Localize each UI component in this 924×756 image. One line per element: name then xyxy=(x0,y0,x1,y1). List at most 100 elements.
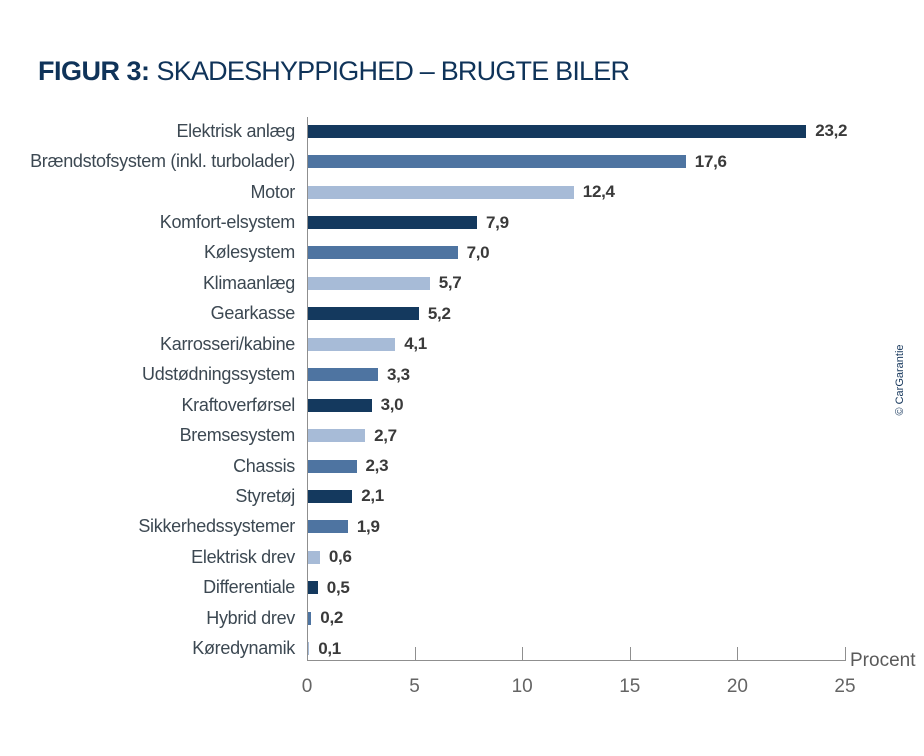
axis-tick xyxy=(522,647,524,660)
bar-track: 7,9 xyxy=(307,207,924,237)
axis-tick xyxy=(414,647,416,660)
bar-row: Bremsesystem 2,7 xyxy=(0,420,924,450)
bar-track: 4,1 xyxy=(307,329,924,359)
category-label: Kraftoverførsel xyxy=(181,394,295,415)
bar-track: 17,6 xyxy=(307,146,924,176)
bar xyxy=(307,581,318,595)
bar-track: 5,7 xyxy=(307,268,924,298)
category-label: Sikkerhedssystemer xyxy=(138,516,295,537)
category-label: Gearkasse xyxy=(210,303,296,324)
category-label: Motor xyxy=(250,181,295,202)
y-axis-line xyxy=(307,117,308,661)
bar xyxy=(307,246,458,260)
figure-title: FIGUR 3: SKADESHYPPIGHED – BRUGTE BILER xyxy=(38,55,630,87)
bar-row: Karrosseri/kabine 4,1 xyxy=(0,329,924,359)
bar-row: Kølesystem 7,0 xyxy=(0,238,924,268)
category-label: Bremsesystem xyxy=(179,425,296,446)
bar xyxy=(307,124,807,138)
bar-row: Motor 12,4 xyxy=(0,177,924,207)
bar-row: Sikkerhedssystemer 1,9 xyxy=(0,512,924,542)
value-label: 1,9 xyxy=(356,516,380,536)
bar-row: Elektrisk drev 0,6 xyxy=(0,542,924,572)
axis-tick-label: 25 xyxy=(834,676,856,697)
bar-track: 3,3 xyxy=(307,360,924,390)
value-label: 0,2 xyxy=(320,608,344,628)
value-label: 3,3 xyxy=(387,364,410,384)
bar xyxy=(307,307,419,321)
axis-tick xyxy=(629,647,631,660)
value-label: 2,3 xyxy=(365,456,389,476)
bar xyxy=(307,185,574,199)
bar xyxy=(307,611,312,625)
bar-row: Udstødningssystem 3,3 xyxy=(0,360,924,390)
bar-chart: Elektrisk anlæg 23,2 Brændstofsystem (inkl… xyxy=(0,116,924,736)
value-label: 12,4 xyxy=(582,182,615,202)
value-label: 3,0 xyxy=(380,395,404,415)
value-label: 0,1 xyxy=(318,638,341,658)
category-label: Chassis xyxy=(233,455,295,476)
value-label: 5,7 xyxy=(438,273,462,293)
bar-track: 23,2 xyxy=(307,116,924,146)
copyright-credit: © CarGarantie xyxy=(894,344,906,416)
axis-tick xyxy=(845,647,846,660)
bar xyxy=(307,337,396,351)
bar-track: 2,3 xyxy=(307,451,924,481)
bar-track: 7,0 xyxy=(307,238,924,268)
bar xyxy=(307,550,320,564)
category-label: Hybrid drev xyxy=(206,607,295,628)
figure-title-text: SKADESHYPPIGHED – BRUGTE BILER xyxy=(156,56,630,86)
value-label: 2,7 xyxy=(374,425,397,445)
bar xyxy=(307,155,686,169)
bar xyxy=(307,520,348,534)
bar-track: 3,0 xyxy=(307,390,924,420)
bar-row: Differentiale 0,5 xyxy=(0,573,924,603)
bar xyxy=(307,459,357,473)
bar-track: 0,5 xyxy=(307,573,924,603)
bar-row: Køredynamik 0,1 xyxy=(0,633,924,663)
value-label: 2,1 xyxy=(361,486,384,506)
category-label: Elektrisk anlæg xyxy=(176,120,295,141)
value-label: 17,6 xyxy=(694,151,727,171)
bar xyxy=(307,429,366,443)
x-axis-line xyxy=(307,660,846,661)
bar-row: Chassis 2,3 xyxy=(0,451,924,481)
bar-track: 2,7 xyxy=(307,420,924,450)
category-label: Styretøj xyxy=(235,485,295,506)
value-label: 5,2 xyxy=(427,303,451,323)
bar-row: Brændstofsystem (inkl. turbolader) 17,6 xyxy=(0,146,924,176)
x-axis-unit-label: Procent xyxy=(850,650,916,671)
value-label: 0,6 xyxy=(328,547,352,567)
bar-track: 0,6 xyxy=(307,542,924,572)
axis-tick-label: 0 xyxy=(301,676,313,697)
axis-tick-label: 10 xyxy=(511,676,533,697)
category-label: Klimaanlæg xyxy=(202,272,295,293)
value-label: 23,2 xyxy=(815,121,848,141)
bar-row: Elektrisk anlæg 23,2 xyxy=(0,116,924,146)
value-label: 7,9 xyxy=(486,212,509,232)
bar-row: Klimaanlæg 5,7 xyxy=(0,268,924,298)
value-label: 7,0 xyxy=(466,242,490,262)
axis-tick-label: 15 xyxy=(619,676,641,697)
bar-track: 2,1 xyxy=(307,481,924,511)
category-label: Differentiale xyxy=(203,577,295,598)
bar xyxy=(307,642,310,656)
bar xyxy=(307,368,378,382)
bar-track: 12,4 xyxy=(307,177,924,207)
category-label: Kølesystem xyxy=(203,242,295,263)
axis-tick xyxy=(737,647,739,660)
bar xyxy=(307,489,353,503)
bar-row: Komfort-elsystem 7,9 xyxy=(0,207,924,237)
bar-row: Gearkasse 5,2 xyxy=(0,299,924,329)
bar-track: 5,2 xyxy=(307,299,924,329)
bar xyxy=(307,216,477,230)
bar-track: 0,2 xyxy=(307,603,924,633)
value-label: 4,1 xyxy=(404,334,427,354)
bar-row: Kraftoverførsel 3,0 xyxy=(0,390,924,420)
axis-tick-label: 20 xyxy=(726,676,748,697)
bar-rows: Elektrisk anlæg 23,2 Brændstofsystem (inkl… xyxy=(0,116,924,664)
figure-title-prefix: FIGUR 3: xyxy=(38,56,150,86)
category-label: Komfort-elsystem xyxy=(159,212,296,233)
bar xyxy=(307,398,372,412)
category-label: Brændstofsystem (inkl. turbolader) xyxy=(30,151,295,172)
